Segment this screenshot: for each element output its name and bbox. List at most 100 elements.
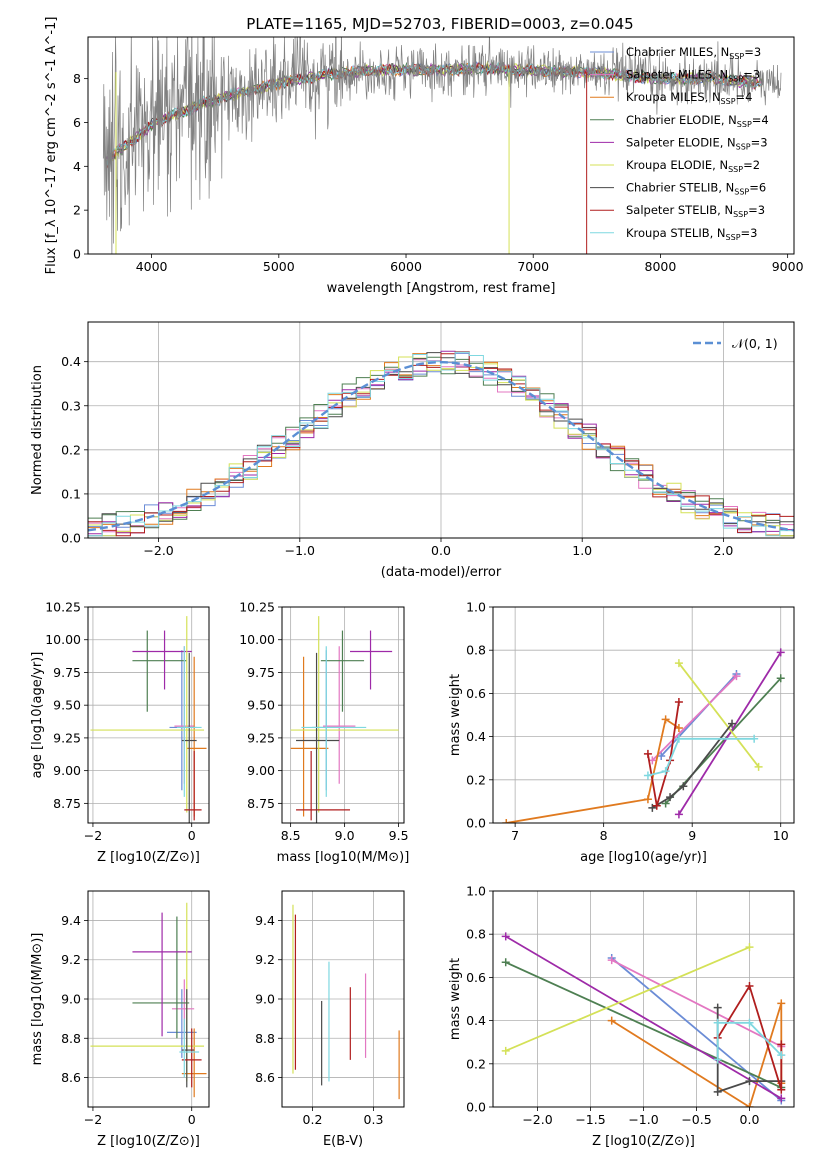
errorbar-point: [132, 630, 192, 690]
y-tick-label: 0.0: [466, 1100, 486, 1115]
panel-residual-histogram: −2.0 −1.0 0.0 1.0 2.0 0.0 0.1 0.2 0.3 0.4 (data-mo…: [30, 321, 795, 580]
weight-marker: [607, 1016, 616, 1025]
y-tick-label: 10.25: [239, 600, 275, 615]
weight-series-line: [651, 723, 733, 809]
y-tick-label: 0.6: [466, 970, 486, 985]
y-tick-label: 4: [73, 159, 81, 174]
y-tick-label: 10.25: [45, 600, 81, 615]
weight-marker: [661, 799, 670, 808]
weight-series-line: [716, 1021, 782, 1060]
weight-marker: [745, 1077, 754, 1086]
errorbar-point: [290, 656, 329, 817]
y-tick-label: 1.0: [466, 884, 486, 899]
y-tick-label: 8.75: [53, 796, 81, 811]
y-tick-label: 0: [73, 247, 81, 262]
y-tick-label: 9.2: [255, 952, 275, 967]
x-tick-label: 9.5: [389, 828, 409, 843]
y-tick-label: 0.4: [466, 729, 486, 744]
y-tick-label: 0.2: [466, 1056, 486, 1071]
axes-frame: [87, 321, 795, 539]
weight-marker: [713, 1003, 722, 1012]
weight-marker: [502, 819, 511, 823]
legend-label: 𝒩(0, 1): [732, 336, 778, 351]
axes-frame: [87, 36, 795, 255]
plot-area: [502, 648, 785, 823]
panel-mass-vs-ebv: 0.2 0.3 8.6 8.8 9.0 9.2 9.4 E(B-V): [255, 890, 405, 1149]
weight-marker: [501, 958, 510, 967]
legend-label: Kroupa ELODIE, NSSP=2: [626, 158, 760, 174]
figure-title: PLATE=1165, MJD=52703, FIBERID=0003, z=0…: [246, 15, 633, 33]
weight-marker: [666, 793, 675, 802]
weight-marker: [643, 749, 652, 758]
x-axis-label: age [log10(age/yr)]: [580, 850, 707, 865]
errorbar-point: [296, 751, 351, 821]
x-tick-label: 0: [188, 1112, 196, 1127]
legend-label: Chabrier ELODIE, NSSP=4: [626, 113, 769, 129]
weight-marker: [674, 723, 683, 732]
plot-area: [90, 616, 207, 823]
panels: 4000 5000 6000 7000 8000 9000 0 2 4 6 8 wavelength …: [30, 17, 804, 1149]
weight-series-line: [678, 662, 760, 768]
y-tick-label: 1.0: [466, 600, 486, 615]
y-axis-label: Flux [f_λ 10^-17 erg cm^-2 s^-1 A^-1]: [44, 17, 59, 275]
errorbar-point: [296, 652, 340, 823]
residual-histogram-step: [88, 351, 794, 537]
errorbar-point: [132, 630, 187, 712]
y-tick-label: 0.8: [466, 643, 486, 658]
plot-area: [102, 37, 782, 254]
panel-mass-weight-vs-age: 7 8 9 10 0.0 0.2 0.4 0.6 0.8 1.0 age [log10(age/yr…: [448, 600, 795, 865]
panel-mass-weight-vs-Z: −2.0 −1.5 −1.0 −0.5 0.0 0.0 0.2 0.4 0.6 0.8 1.0 Z […: [448, 884, 795, 1149]
plot-area: [501, 932, 786, 1107]
y-tick-label: 9.50: [53, 698, 81, 713]
y-tick-label: 9.4: [61, 913, 81, 928]
weight-marker: [713, 1087, 722, 1096]
legend-label: Kroupa STELIB, NSSP=3: [626, 226, 757, 242]
weight-series-line: [678, 651, 782, 815]
y-axis-label: age [log10(age/yr)]: [30, 652, 45, 779]
x-tick-label: 0.0: [431, 543, 451, 558]
legend-label: Chabrier STELIB, NSSP=6: [626, 181, 766, 197]
weight-marker: [745, 943, 754, 952]
weight-series-line: [651, 675, 738, 762]
legend-label: Salpeter ELODIE, NSSP=3: [626, 135, 768, 151]
weight-marker: [661, 767, 670, 776]
y-axis-label: Normed distribution: [30, 365, 45, 495]
x-tick-label: 6000: [390, 259, 422, 274]
weight-marker: [776, 674, 785, 683]
x-tick-label: 1.0: [572, 543, 592, 558]
errorbar-point: [184, 751, 202, 821]
x-tick-label: 8000: [645, 259, 677, 274]
y-tick-label: 0.1: [61, 486, 81, 501]
x-tick-label: 7: [511, 828, 519, 843]
x-tick-label: −2.0: [143, 543, 173, 558]
y-tick-label: 0.4: [466, 1013, 486, 1028]
y-tick-label: 9.25: [247, 730, 275, 745]
x-tick-label: 9000: [772, 259, 804, 274]
panel-age-vs-mass: 8.5 9.0 9.5 8.75 9.00 9.25 9.50 9.75 10.00 10.25 m…: [239, 600, 409, 866]
x-tick-label: −1.5: [575, 1112, 605, 1127]
axes-frame: [281, 890, 405, 1108]
axes-frame: [492, 890, 795, 1108]
y-tick-label: 9.00: [53, 763, 81, 778]
weight-marker: [754, 762, 763, 771]
panel-age-vs-Z: −2 0 8.75 9.00 9.25 9.50 9.75 10.00 10.25 Z [log1…: [30, 600, 210, 865]
y-tick-label: 0.6: [466, 686, 486, 701]
weight-series-line: [611, 957, 782, 1102]
weight-marker: [643, 771, 652, 780]
errorbar-point: [323, 646, 356, 784]
legend-label: Chabrier MILES, NSSP=3: [626, 45, 761, 61]
legend-label: Salpeter STELIB, NSSP=3: [626, 203, 765, 219]
errorbar-point: [132, 912, 192, 1037]
plot-area: [292, 904, 400, 1100]
y-tick-label: 0.0: [61, 531, 81, 546]
x-tick-label: 10: [773, 828, 789, 843]
y-tick-label: 9.50: [247, 698, 275, 713]
weight-marker: [732, 672, 741, 681]
weight-marker: [501, 1046, 510, 1055]
y-axis-label: mass weight: [448, 958, 463, 1040]
y-tick-label: 8.6: [61, 1070, 81, 1085]
y-tick-label: 0.2: [466, 772, 486, 787]
weight-marker: [674, 698, 683, 707]
y-tick-label: 10.00: [239, 632, 275, 647]
y-tick-label: 9.75: [53, 665, 81, 680]
